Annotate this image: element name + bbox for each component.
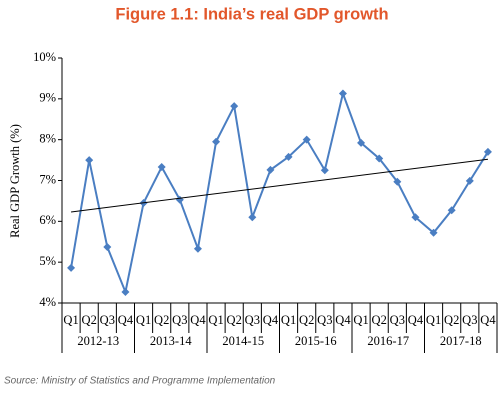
- x-tick-label: Q4: [263, 313, 279, 327]
- x-tick-label: Q4: [335, 313, 351, 327]
- data-point: [284, 152, 293, 161]
- data-point: [175, 195, 184, 204]
- data-point: [338, 89, 347, 98]
- data-point: [320, 166, 329, 175]
- data-point: [121, 287, 130, 296]
- data-point: [411, 213, 420, 222]
- y-tick-label: 8%: [39, 132, 56, 146]
- x-group-label: 2013-14: [150, 334, 192, 348]
- x-tick-label: Q3: [462, 313, 477, 327]
- data-point: [375, 154, 384, 163]
- data-point: [67, 263, 76, 272]
- data-line: [70, 90, 489, 296]
- data-point: [393, 177, 402, 186]
- y-tick-label: 10%: [33, 50, 56, 64]
- data-point: [302, 135, 311, 144]
- x-tick-label: Q2: [372, 313, 387, 327]
- x-tick-label: Q1: [136, 313, 151, 327]
- data-point: [248, 213, 257, 222]
- y-tick-label: 4%: [39, 295, 56, 309]
- x-group-label: 2014-15: [222, 334, 264, 348]
- x-group-label: 2016-17: [367, 334, 409, 348]
- data-point: [429, 228, 438, 237]
- x-tick-label: Q2: [444, 313, 459, 327]
- x-tick-label: Q1: [353, 313, 368, 327]
- x-tick-label: Q3: [245, 313, 260, 327]
- x-tick-label: Q3: [100, 313, 115, 327]
- data-point: [212, 137, 221, 146]
- x-tick-label: Q3: [172, 313, 187, 327]
- x-tick-label: Q4: [190, 313, 206, 327]
- data-point: [85, 156, 94, 165]
- data-point: [483, 147, 492, 156]
- data-point: [193, 244, 202, 253]
- x-tick-label: Q1: [63, 313, 78, 327]
- x-tick-label: Q1: [208, 313, 223, 327]
- y-tick-label: 5%: [39, 254, 56, 268]
- data-point: [357, 138, 366, 147]
- x-tick-label: Q2: [299, 313, 314, 327]
- x-tick-label: Q1: [426, 313, 441, 327]
- y-tick-label: 7%: [39, 172, 56, 186]
- y-axis-label: Real GDP Growth (%): [8, 124, 22, 238]
- x-tick-label: Q3: [390, 313, 405, 327]
- data-point: [465, 176, 474, 185]
- data-point: [157, 163, 166, 172]
- x-tick-label: Q1: [281, 313, 296, 327]
- y-tick-label: 9%: [39, 91, 56, 105]
- data-point: [103, 243, 112, 252]
- trend-line: [70, 158, 489, 213]
- chart-title: Figure 1.1: India’s real GDP growth: [115, 5, 388, 23]
- x-tick-label: Q4: [118, 313, 134, 327]
- source-note: Source: Ministry of Statistics and Progr…: [4, 376, 276, 387]
- data-point: [266, 165, 275, 174]
- x-tick-label: Q2: [82, 313, 97, 327]
- x-tick-label: Q2: [227, 313, 242, 327]
- x-tick-label: Q3: [317, 313, 332, 327]
- x-tick-label: Q4: [408, 313, 424, 327]
- data-point: [230, 102, 239, 111]
- x-group-label: 2012-13: [77, 334, 119, 348]
- x-tick-label: Q2: [154, 313, 169, 327]
- x-group-label: 2017-18: [440, 334, 482, 348]
- data-point: [447, 206, 456, 215]
- y-tick-label: 6%: [39, 213, 56, 227]
- x-group-label: 2015-16: [295, 334, 337, 348]
- x-tick-label: Q4: [480, 313, 496, 327]
